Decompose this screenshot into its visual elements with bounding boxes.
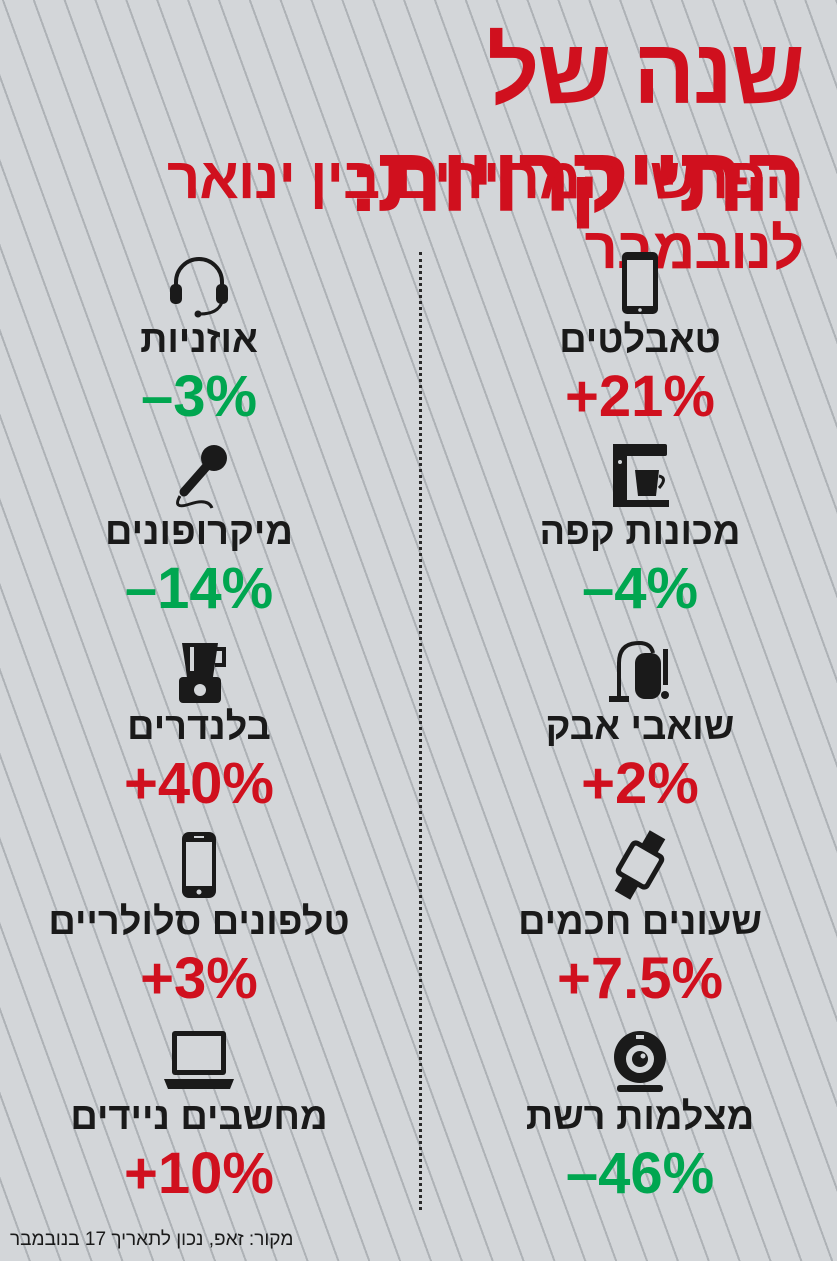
product-label: מחשבים ניידים [70, 1096, 328, 1138]
headphones-icon [170, 257, 228, 318]
price-change-value: –46% [565, 1141, 715, 1206]
price-change-value: +21% [565, 364, 715, 429]
price-item: שואבי אבק +2% [460, 635, 820, 825]
product-label: מצלמות רשת [525, 1096, 755, 1138]
product-label: שואבי אבק [545, 706, 735, 748]
price-change-value: +40% [124, 751, 274, 816]
price-change-value: +10% [124, 1141, 274, 1206]
webcam-icon [614, 1031, 666, 1092]
price-change-value: +2% [581, 751, 699, 816]
price-item: מצלמות רשת –46% [460, 1025, 820, 1215]
product-label: מכונות קפה [539, 511, 741, 553]
product-label: טאבלטים [559, 319, 721, 361]
price-item: מיקרופונים –14% [19, 440, 379, 630]
coffee-machine-icon [613, 444, 669, 507]
price-item: בלנדרים +40% [19, 635, 379, 825]
tablet-icon [622, 252, 658, 314]
price-change-value: –3% [140, 364, 258, 429]
product-label: טלפונים סלולריים [48, 901, 350, 943]
smartwatch-icon [614, 830, 666, 900]
mobile-phone-icon [182, 832, 216, 898]
page-title: שנה של התייקרויות: [348, 21, 805, 231]
vacuum-cleaner-icon [609, 640, 669, 702]
price-change-value: +3% [140, 946, 258, 1011]
price-change-value: –14% [124, 556, 274, 621]
price-item: שעונים חכמים +7.5% [460, 830, 820, 1020]
price-item: מכונות קפה –4% [460, 440, 820, 630]
column-divider [419, 252, 422, 1210]
source-note: מקור: זאפ, נכון לתאריך 17 בנובמבר [10, 1229, 294, 1250]
product-label: אוזניות [140, 319, 258, 361]
microphone-icon [176, 445, 227, 509]
price-change-value: –4% [581, 556, 699, 621]
product-label: שעונים חכמים [518, 901, 762, 943]
laptop-icon [164, 1031, 234, 1089]
product-label: מיקרופונים [105, 511, 293, 553]
price-item: אוזניות –3% [19, 248, 379, 438]
product-label: בלנדרים [127, 706, 271, 748]
price-item: טאבלטים +21% [460, 248, 820, 438]
blender-icon [179, 643, 226, 703]
price-change-value: +7.5% [556, 946, 724, 1011]
price-item: מחשבים ניידים +10% [19, 1025, 379, 1215]
price-item: טלפונים סלולריים +3% [19, 830, 379, 1020]
page-subtitle: הפרשי המחירים בין ינואר לנובמבר [166, 146, 804, 281]
